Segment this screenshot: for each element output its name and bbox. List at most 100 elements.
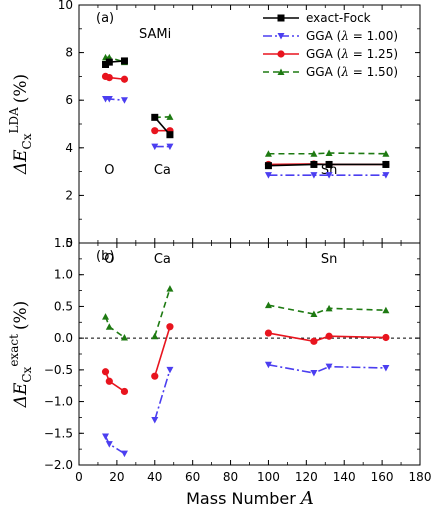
panel-a: 0 2 4 6 8 10 (a) SAMi O Ca Sn exact-Fock GGA (λ = 1.… — [58, 0, 421, 250]
data-point-exact — [325, 160, 333, 168]
legend-marker-exact — [277, 14, 285, 22]
data-point-exact — [264, 162, 272, 170]
x-tick-label: 80 — [223, 470, 238, 484]
data-point-gga150 — [382, 306, 390, 314]
data-point-gga125 — [325, 332, 333, 340]
data-point-gga125 — [120, 387, 129, 396]
data-point-gga100 — [310, 172, 318, 179]
data-point-gga100 — [105, 441, 113, 448]
data-point-gga150 — [264, 301, 272, 309]
legend-lambda-value: = 1.50) — [349, 65, 398, 79]
ylabel-unit: (%) — [11, 74, 31, 103]
data-point-exact — [166, 131, 174, 139]
data-point-gga100 — [264, 172, 272, 179]
data-point-gga150 — [325, 149, 333, 157]
x-tick-label: 0 — [75, 470, 83, 484]
data-point-exact — [310, 160, 318, 168]
y-tick-label: 2 — [65, 188, 73, 202]
series-line-gga100 — [268, 363, 386, 374]
data-point-exact — [102, 61, 110, 68]
y-tick-label: −1.5 — [44, 426, 73, 440]
ylabel-sup: LDA — [7, 107, 21, 134]
data-point-gga125 — [310, 337, 318, 345]
data-point-gga125 — [151, 372, 159, 380]
axis-labels: ΔECxLDA(%)ΔECxexact(%)Mass Number A — [7, 74, 314, 509]
data-point-gga100 — [105, 96, 113, 103]
series-line-gga125 — [268, 332, 386, 343]
legend-marker-gga150 — [277, 68, 285, 75]
data-point-gga150 — [310, 310, 318, 318]
data-point-gga100 — [102, 433, 110, 440]
data-point-exact — [151, 113, 159, 121]
data-point-gga100 — [120, 97, 128, 104]
x-tick-label: 160 — [371, 470, 394, 484]
data-point-gga100 — [151, 143, 159, 151]
y-tick-label: 6 — [65, 93, 73, 107]
panel-b: −2.0−1.5−1.0−0.50.00.51.01.50 20 40 60 80 100… — [44, 236, 432, 484]
series-line-gga125 — [154, 326, 171, 377]
legend-lambda-symbol: λ — [340, 65, 349, 79]
data-point-gga150 — [151, 332, 159, 340]
data-point-gga150 — [166, 285, 174, 292]
ylabel-sup: exact — [7, 334, 21, 367]
legend-lambda-symbol: λ — [340, 47, 349, 61]
data-point-gga125 — [101, 368, 110, 376]
data-point-exact — [105, 58, 113, 66]
data-point-gga150 — [120, 334, 128, 341]
y-tick-label: −0.5 — [44, 363, 73, 377]
x-axis-label: Mass Number A — [186, 488, 314, 509]
data-point-gga100 — [382, 364, 390, 372]
ylabel-main: ΔE — [11, 382, 31, 408]
data-point-gga150 — [166, 113, 174, 120]
series-line-exact — [268, 163, 386, 167]
y-tick-label: −1.0 — [44, 395, 73, 409]
nucleus-label-sn: Sn — [321, 163, 338, 178]
ylabel-unit: (%) — [11, 301, 31, 330]
nucleus-label-o: O — [104, 252, 114, 267]
data-point-gga125 — [264, 329, 273, 337]
data-point-gga100 — [310, 370, 318, 377]
data-point-gga150 — [325, 304, 333, 312]
x-axis-label-var: A — [299, 488, 314, 509]
x-tick-label: 40 — [147, 470, 162, 484]
ylabel-main: ΔE — [11, 149, 31, 175]
legend-label-gga150: GGA (λ = 1.50) — [306, 65, 398, 79]
data-point-gga100 — [120, 450, 128, 458]
data-point-gga150 — [105, 323, 113, 330]
data-point-gga125 — [105, 377, 113, 385]
y-axis-label-bottom: ΔECxexact (%) — [7, 301, 34, 409]
plot-frame — [78, 242, 421, 466]
data-point-gga125 — [166, 323, 174, 331]
x-tick-label: 140 — [333, 470, 356, 484]
y-tick-label: 10 — [58, 0, 73, 12]
data-point-gga100 — [325, 172, 333, 179]
x-tick-label: 20 — [109, 470, 124, 484]
x-tick-label: 60 — [185, 470, 200, 484]
y-tick-label: 1.0 — [54, 268, 73, 282]
legend-label-exact: exact-Fock — [306, 11, 371, 25]
y-tick-label: 0.5 — [54, 299, 73, 313]
legend-label-gga100: GGA (λ = 1.00) — [306, 29, 398, 43]
data-point-gga100 — [151, 416, 159, 424]
series-line-gga150 — [268, 152, 386, 155]
y-tick-label: 8 — [65, 46, 73, 60]
legend-marker-gga125 — [277, 50, 285, 58]
data-point-gga150 — [102, 313, 110, 320]
legend-marker-gga100 — [277, 33, 285, 40]
series-line-gga100 — [154, 369, 171, 421]
data-point-gga100 — [264, 361, 272, 369]
ylabel-sub: Cx — [20, 366, 34, 382]
series-line-gga150 — [154, 288, 171, 337]
y-tick-label: 0 — [65, 236, 73, 250]
data-point-gga125 — [382, 333, 390, 342]
x-axis-label-text: Mass Number — [186, 489, 301, 508]
nucleus-label-sn: Sn — [321, 252, 338, 267]
data-point-gga125 — [105, 73, 113, 82]
data-point-gga125 — [120, 75, 129, 83]
nucleus-label-ca: Ca — [154, 163, 171, 178]
data-point-gga100 — [166, 366, 174, 374]
y-tick-label: 0.0 — [54, 331, 73, 345]
nucleus-label-ca: Ca — [154, 252, 171, 267]
legend-lambda-symbol: λ — [340, 29, 349, 43]
